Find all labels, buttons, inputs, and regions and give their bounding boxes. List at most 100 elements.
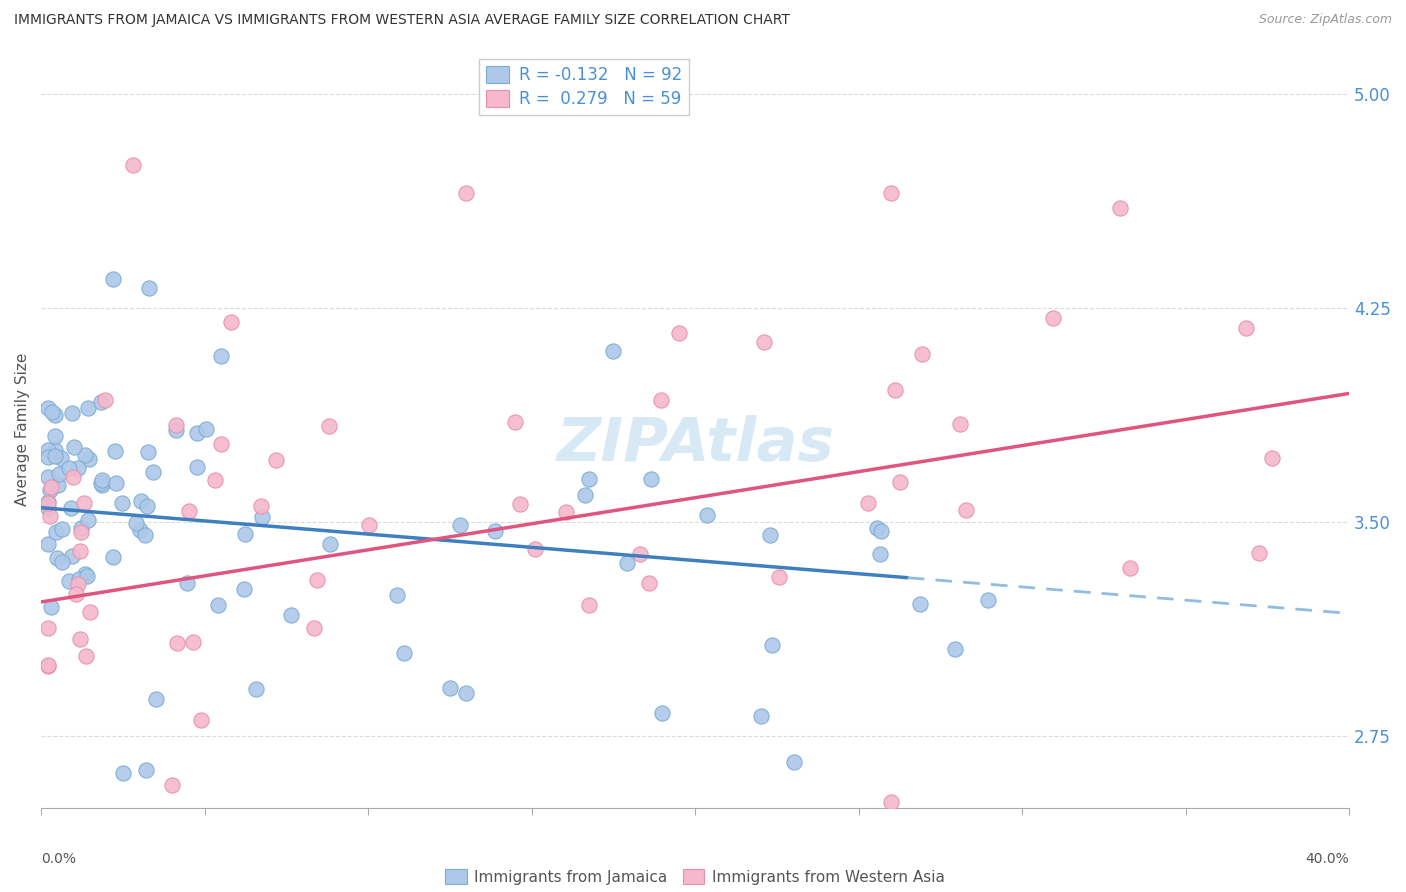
Point xyxy=(165,423,187,437)
Point xyxy=(101,272,124,286)
Point xyxy=(194,421,217,435)
Point xyxy=(554,505,576,519)
Point xyxy=(628,547,651,561)
Point xyxy=(58,574,80,589)
Point xyxy=(37,621,59,635)
Point xyxy=(1119,561,1142,575)
Point xyxy=(77,513,100,527)
Point xyxy=(761,638,783,652)
Point xyxy=(616,556,638,570)
Point xyxy=(884,383,907,397)
Point xyxy=(77,401,100,416)
Point xyxy=(207,598,229,612)
Point xyxy=(209,349,232,363)
Point xyxy=(37,495,59,509)
Point xyxy=(45,551,67,566)
Point xyxy=(37,659,59,673)
Point xyxy=(911,346,934,360)
Point xyxy=(135,764,157,778)
Point xyxy=(91,478,114,492)
Point xyxy=(955,503,977,517)
Point xyxy=(219,315,242,329)
Point xyxy=(101,550,124,565)
Point xyxy=(977,593,1000,607)
Point xyxy=(949,417,972,431)
Point xyxy=(51,522,73,536)
Point xyxy=(94,393,117,408)
Point xyxy=(768,569,790,583)
Point xyxy=(319,537,342,551)
Point xyxy=(125,516,148,530)
Point xyxy=(650,392,672,407)
Point xyxy=(44,442,66,457)
Point xyxy=(59,501,82,516)
Point xyxy=(65,587,87,601)
Point xyxy=(90,474,112,488)
Point xyxy=(190,713,212,727)
Point xyxy=(51,555,73,569)
Point xyxy=(145,692,167,706)
Point xyxy=(37,450,59,464)
Point xyxy=(233,527,256,541)
Point xyxy=(69,632,91,646)
Point xyxy=(1261,450,1284,465)
Point xyxy=(166,635,188,649)
Point xyxy=(869,524,891,538)
Point xyxy=(302,620,325,634)
Point xyxy=(449,517,471,532)
Point xyxy=(73,496,96,510)
Point xyxy=(280,608,302,623)
Point xyxy=(136,500,159,514)
Point xyxy=(176,576,198,591)
Point xyxy=(45,524,67,539)
Point xyxy=(165,418,187,433)
Point xyxy=(37,495,59,509)
Point xyxy=(134,527,156,541)
Point xyxy=(186,425,208,440)
Point xyxy=(1109,201,1132,215)
Point xyxy=(186,460,208,475)
Point xyxy=(39,483,62,497)
Point xyxy=(51,451,73,466)
Point xyxy=(177,504,200,518)
Point xyxy=(67,461,90,475)
Point xyxy=(111,766,134,780)
Point xyxy=(749,709,772,723)
Text: Source: ZipAtlas.com: Source: ZipAtlas.com xyxy=(1258,13,1392,27)
Point xyxy=(357,518,380,533)
Point xyxy=(67,576,90,591)
Point xyxy=(39,508,62,523)
Text: IMMIGRANTS FROM JAMAICA VS IMMIGRANTS FROM WESTERN ASIA AVERAGE FAMILY SIZE CORR: IMMIGRANTS FROM JAMAICA VS IMMIGRANTS FR… xyxy=(14,13,790,28)
Point xyxy=(602,343,624,358)
Point xyxy=(696,508,718,522)
Point xyxy=(104,476,127,491)
Point xyxy=(104,444,127,458)
Point xyxy=(44,409,66,423)
Point xyxy=(58,461,80,475)
Point xyxy=(392,646,415,660)
Point xyxy=(69,543,91,558)
Text: 0.0%: 0.0% xyxy=(41,852,76,866)
Point xyxy=(70,521,93,535)
Point xyxy=(505,415,527,429)
Point xyxy=(76,568,98,582)
Point xyxy=(48,467,70,482)
Point xyxy=(37,501,59,516)
Point xyxy=(77,452,100,467)
Point xyxy=(523,541,546,556)
Point xyxy=(41,600,63,615)
Point xyxy=(60,549,83,564)
Point xyxy=(880,186,903,201)
Point xyxy=(111,496,134,510)
Point xyxy=(318,419,340,434)
Point xyxy=(181,634,204,648)
Point xyxy=(889,475,911,490)
Point xyxy=(668,326,690,341)
Point xyxy=(651,706,673,721)
Point xyxy=(866,521,889,535)
Point xyxy=(578,472,600,486)
Point xyxy=(1042,311,1064,326)
Point xyxy=(945,642,967,657)
Point xyxy=(37,658,59,673)
Point xyxy=(305,573,328,587)
